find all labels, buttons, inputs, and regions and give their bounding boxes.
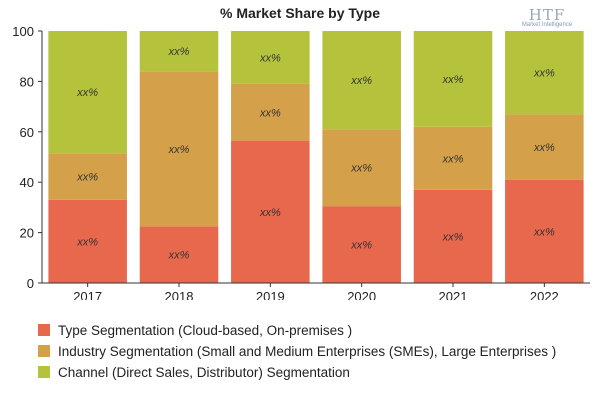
- bar-segment-2022-s2: [505, 31, 584, 115]
- x-tick-label: 2022: [530, 289, 559, 300]
- y-tick-label: 100: [12, 24, 34, 39]
- legend-swatch: [38, 324, 50, 336]
- data-label: xx%: [350, 163, 372, 175]
- logo-subtext: Market Intelligence: [521, 22, 573, 28]
- y-tick-label: 80: [20, 74, 34, 89]
- data-label: xx%: [350, 240, 372, 252]
- y-tick-label: 60: [20, 125, 34, 140]
- bar-segment-2020-s2: [322, 31, 401, 130]
- x-tick-label: 2017: [73, 289, 102, 300]
- bar-segment-2021-s2: [413, 31, 493, 127]
- data-label: xx%: [259, 52, 281, 64]
- legend-item-industry: Industry Segmentation (Small and Medium …: [38, 343, 586, 360]
- bar-segment-2019-s2: [231, 31, 310, 84]
- bar-segment-2019-s1: [231, 83, 310, 141]
- data-label: xx%: [168, 144, 190, 156]
- data-label: xx%: [533, 142, 555, 154]
- data-label: xx%: [168, 250, 190, 262]
- bar-segment-2022-s0: [505, 179, 584, 283]
- legend-label: Type Segmentation (Cloud-based, On-premi…: [58, 323, 353, 338]
- legend-swatch: [38, 366, 50, 378]
- x-tick-label: 2021: [439, 289, 468, 300]
- y-tick-label: 40: [20, 175, 34, 190]
- legend: Type Segmentation (Cloud-based, On-premi…: [38, 322, 586, 385]
- data-label: xx%: [533, 68, 555, 80]
- bar-segment-2021-s0: [413, 189, 493, 283]
- data-label: xx%: [168, 46, 190, 58]
- bar-segment-2017-s2: [48, 31, 127, 154]
- bar-segment-2017-s1: [48, 153, 127, 200]
- legend-label: Industry Segmentation (Small and Medium …: [58, 344, 557, 359]
- data-label: xx%: [259, 107, 281, 119]
- bar-segment-2018-s1: [139, 71, 219, 227]
- chart-title: % Market Share by Type: [220, 5, 380, 21]
- bar-segment-2019-s0: [231, 140, 310, 283]
- data-label: xx%: [76, 172, 98, 184]
- data-label: xx%: [76, 236, 98, 248]
- legend-item-type: Type Segmentation (Cloud-based, On-premi…: [38, 322, 586, 339]
- data-label: xx%: [442, 153, 464, 165]
- htf-logo: HTF Market Intelligence: [512, 6, 582, 36]
- x-tick-label: 2019: [256, 289, 285, 300]
- legend-label: Channel (Direct Sales, Distributor) Segm…: [58, 365, 350, 380]
- bar-segment-2020-s1: [322, 129, 401, 207]
- bar-segment-2018-s2: [139, 31, 219, 72]
- data-label: xx%: [533, 226, 555, 238]
- bar-segment-2017-s0: [48, 199, 127, 283]
- data-label: xx%: [76, 87, 98, 99]
- stacked-bar-chart: % Market Share by Type xx% xx% xx% xx% xx% xx…: [12, 5, 590, 300]
- data-label: xx%: [259, 207, 281, 219]
- bar-segment-2022-s1: [505, 114, 584, 180]
- bar-segment-2018-s0: [139, 226, 219, 283]
- data-label: xx%: [442, 231, 464, 243]
- logo-text: HTF: [528, 6, 566, 24]
- y-tick-label: 0: [27, 276, 34, 291]
- bar-segment-2021-s1: [413, 126, 493, 190]
- bar-segment-2020-s0: [322, 206, 401, 283]
- data-label: xx%: [442, 74, 464, 86]
- y-tick-label: 20: [20, 226, 34, 241]
- x-tick-label: 2020: [347, 289, 376, 300]
- legend-item-channel: Channel (Direct Sales, Distributor) Segm…: [38, 364, 586, 381]
- legend-swatch: [38, 345, 50, 357]
- data-label: xx%: [350, 75, 372, 87]
- x-tick-label: 2018: [165, 289, 194, 300]
